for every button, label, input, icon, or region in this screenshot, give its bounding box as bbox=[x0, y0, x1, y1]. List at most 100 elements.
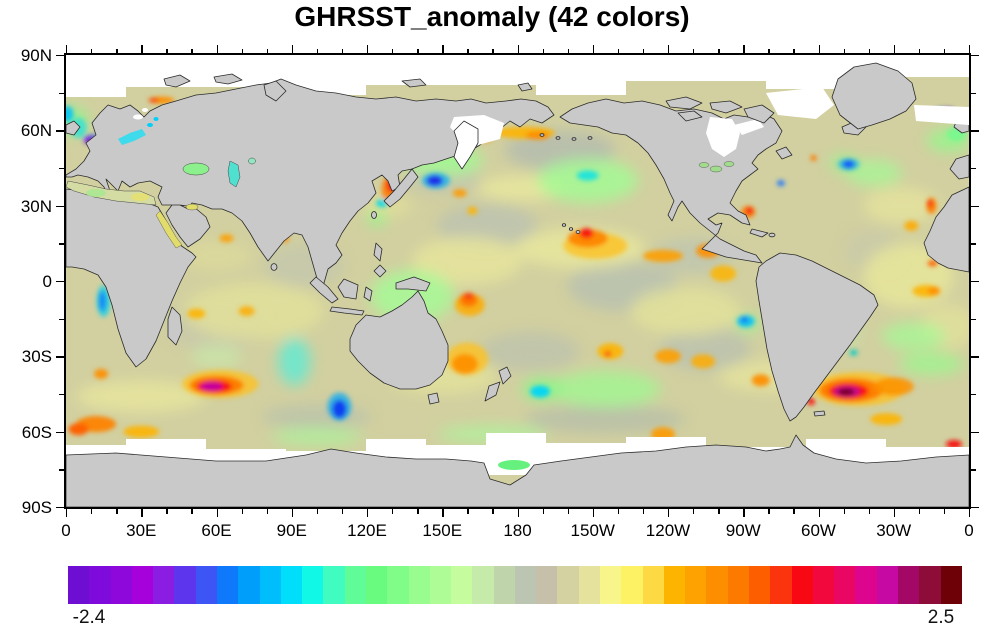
anomaly-blob bbox=[68, 423, 89, 436]
anomaly-blob bbox=[525, 405, 686, 434]
anomaly-blob bbox=[66, 106, 74, 122]
colorbar-segment bbox=[834, 566, 856, 604]
new-guinea bbox=[396, 277, 430, 291]
lat-tick-label: 60N bbox=[20, 121, 52, 141]
colorbar-segment bbox=[855, 566, 877, 604]
colorbar-segment bbox=[408, 566, 430, 604]
anomaly-blob bbox=[530, 385, 551, 398]
great-lake-2 bbox=[710, 166, 722, 172]
lon-tick-top bbox=[743, 45, 745, 53]
colorbar-segment bbox=[536, 566, 558, 604]
lon-tick-bottom bbox=[367, 509, 369, 517]
lon-tick-bottom bbox=[793, 509, 795, 514]
lon-tick-top bbox=[442, 45, 444, 53]
novaya-zemlya bbox=[264, 81, 286, 101]
svalbard bbox=[164, 75, 190, 87]
great-lake-1 bbox=[699, 163, 709, 168]
colorbar-segment bbox=[514, 566, 537, 604]
lon-tick-bottom bbox=[592, 509, 595, 517]
persian-gulf bbox=[186, 204, 198, 210]
lon-tick-label: 0 bbox=[61, 521, 71, 540]
philippines-south bbox=[374, 265, 386, 277]
colorbar-segment bbox=[791, 566, 813, 604]
lon-tick-top bbox=[868, 48, 871, 53]
lon-tick-top bbox=[316, 48, 319, 53]
lon-tick-bottom bbox=[542, 509, 544, 514]
lon-tick-bottom bbox=[943, 509, 946, 514]
greenland bbox=[832, 63, 916, 129]
lat-tick-right bbox=[971, 431, 979, 434]
colorbar-segment bbox=[238, 566, 260, 604]
lat-tick-label: 30S bbox=[21, 347, 52, 367]
falkland-islands bbox=[814, 411, 825, 416]
lon-tick-top bbox=[266, 48, 269, 53]
lat-tick-left bbox=[56, 55, 64, 57]
lon-tick-top bbox=[818, 45, 820, 53]
lon-tick-top bbox=[141, 45, 143, 53]
great-lake-3 bbox=[724, 162, 734, 167]
lon-tick-top bbox=[943, 48, 946, 53]
anomaly-blob bbox=[643, 249, 683, 262]
colorbar-segment bbox=[344, 566, 366, 604]
lon-tick-bottom bbox=[893, 509, 896, 517]
lat-tick-label: 60S bbox=[21, 422, 52, 442]
colorbar-segment bbox=[663, 566, 686, 604]
mediterranean-yellow bbox=[131, 193, 149, 201]
victoria-island bbox=[678, 111, 702, 121]
lon-tick-bottom bbox=[341, 509, 344, 514]
japan bbox=[384, 169, 418, 207]
scandi-lake-2 bbox=[142, 108, 148, 112]
lat-tick-right bbox=[971, 281, 979, 283]
anomaly-blob bbox=[579, 228, 594, 239]
anomaly-blob bbox=[187, 308, 206, 319]
scandi-lake-1 bbox=[133, 114, 143, 120]
lon-tick-top bbox=[969, 45, 971, 53]
world-map bbox=[66, 55, 969, 507]
anomaly-blob bbox=[576, 170, 599, 181]
colorbar-segment bbox=[642, 566, 664, 604]
colorbar bbox=[68, 566, 962, 604]
borneo bbox=[338, 279, 358, 299]
lon-tick-bottom bbox=[642, 509, 645, 514]
philippines-north bbox=[374, 243, 382, 261]
anomaly-blob bbox=[863, 187, 940, 224]
lon-tick-label: 30E bbox=[126, 521, 157, 540]
franz-josef-land bbox=[214, 74, 242, 84]
lat-tick-left bbox=[56, 431, 64, 434]
colorbar-segment bbox=[685, 566, 707, 604]
colorbar-segment bbox=[578, 566, 601, 604]
hawaii-1 bbox=[562, 224, 565, 227]
anomaly-blob bbox=[464, 293, 473, 300]
anomaly-blob bbox=[904, 220, 919, 231]
anomaly-blob bbox=[842, 160, 855, 169]
anomaly-blob bbox=[899, 352, 964, 375]
lon-tick-label: 120E bbox=[347, 521, 387, 540]
lon-tick-bottom bbox=[191, 509, 193, 514]
lon-tick-label: 90W bbox=[725, 521, 761, 540]
colorbar-segment bbox=[280, 566, 303, 604]
anomaly-blob bbox=[467, 206, 478, 215]
new-zealand-south bbox=[485, 382, 500, 401]
lon-tick-top bbox=[668, 45, 670, 53]
arctic-archipelago-2 bbox=[710, 101, 742, 113]
lat-tick-right bbox=[971, 243, 976, 245]
lon-tick-bottom bbox=[241, 509, 243, 514]
arctic-archipelago-1 bbox=[666, 97, 702, 109]
lon-tick-bottom bbox=[843, 509, 845, 514]
lat-tick-left bbox=[59, 394, 64, 396]
lat-tick-right bbox=[971, 394, 976, 396]
lon-tick-top bbox=[166, 48, 168, 53]
mediterranean-green bbox=[86, 189, 106, 197]
colorbar-segment bbox=[727, 566, 749, 604]
colorbar-segment bbox=[131, 566, 154, 604]
lon-tick-top bbox=[642, 48, 645, 53]
colorbar-segment bbox=[600, 566, 622, 604]
anomaly-blob bbox=[746, 207, 753, 215]
anomaly-blob bbox=[927, 199, 933, 207]
lon-tick-top bbox=[467, 48, 469, 53]
continent-australia bbox=[350, 291, 448, 389]
lon-tick-bottom bbox=[668, 509, 670, 517]
lon-tick-bottom bbox=[617, 509, 620, 514]
anomaly-blob bbox=[604, 351, 612, 357]
colorbar-segment bbox=[493, 566, 515, 604]
